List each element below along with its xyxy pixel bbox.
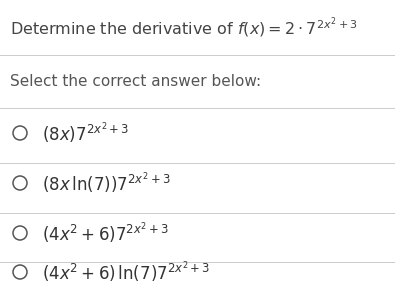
Text: Select the correct answer below:: Select the correct answer below: <box>10 75 261 90</box>
Text: $(8x)7^{2x^2+3}$: $(8x)7^{2x^2+3}$ <box>42 120 129 146</box>
Text: $(4x^2 + 6)7^{2x^2+3}$: $(4x^2 + 6)7^{2x^2+3}$ <box>42 220 169 246</box>
Text: $(8x\,\ln(7))7^{2x^2+3}$: $(8x\,\ln(7))7^{2x^2+3}$ <box>42 170 171 196</box>
Text: $(4x^2 + 6)\,\ln(7)7^{2x^2+3}$: $(4x^2 + 6)\,\ln(7)7^{2x^2+3}$ <box>42 259 211 285</box>
Text: Determine the derivative of $f(x) = 2 \cdot 7^{2x^2+3}$: Determine the derivative of $f(x) = 2 \c… <box>10 16 358 40</box>
